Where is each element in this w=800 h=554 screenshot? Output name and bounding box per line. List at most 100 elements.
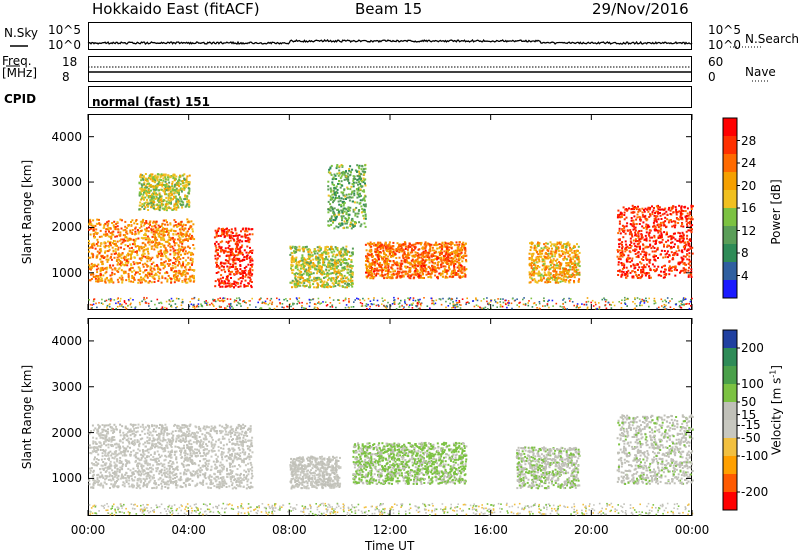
echo-cell [624,208,627,211]
echo-cell [434,255,437,258]
echo-cell [240,235,243,238]
echo-cell [366,265,368,268]
echo-cell [648,277,651,279]
echo-cell [370,245,373,248]
echo-cell [294,247,297,250]
echo-cell [136,229,139,231]
echo-cell [103,241,106,244]
echo-cell [332,285,335,288]
echo-cell [398,270,401,273]
echo-cell [99,223,101,226]
echo-cell [561,271,564,274]
echo-cell [94,276,97,278]
echo-cell [680,205,683,208]
echo-cell [633,211,636,214]
echo-cell [232,235,235,237]
echo-cell [174,189,177,192]
freq-panel [88,56,692,82]
echo-cell [366,260,369,263]
echo-cell [101,266,104,269]
echo-cell [186,175,189,178]
echo-cell [160,188,163,191]
echo-cell [114,248,117,250]
echo-cell [111,268,114,271]
echo-cell [169,186,172,189]
echo-cell [309,259,312,262]
echo-cell [189,275,192,278]
echo-cell [122,270,125,273]
echo-cell [530,256,533,259]
echo-cell [647,210,650,213]
echo-cell [131,266,134,269]
echo-cell [621,273,624,276]
echo-cell [652,221,655,224]
echo-cell [457,270,460,273]
echo-cell [663,264,666,267]
echo-cell [188,279,191,282]
echo-cell [645,231,648,234]
echo-cell [403,253,406,256]
echo-cell [642,215,645,218]
echo-cell [313,286,315,289]
echo-cell [227,260,230,263]
echo-cell [627,269,630,272]
echo-cell [119,234,122,237]
echo-cell [660,218,663,220]
echo-cell [216,252,219,255]
echo-cell [140,259,143,262]
echo-cell [623,214,626,216]
echo-cell [334,262,337,265]
echo-cell [565,248,568,251]
echo-cell [317,278,320,281]
echo-cell [578,271,581,274]
echo-cell [572,273,575,276]
echo-cell [148,195,150,198]
echo-cell [127,260,130,263]
echo-cell [162,263,165,266]
echo-cell [98,218,100,221]
echo-cell [95,243,98,245]
echo-cell [420,253,422,256]
echo-cell [573,276,576,279]
echo-cell [540,255,543,258]
echo-cell [619,211,622,214]
echo-cell [427,254,430,257]
echo-cell [648,239,651,242]
echo-cell [544,245,547,248]
echo-cell [657,204,659,207]
echo-cell [539,253,542,255]
echo-cell [124,225,127,228]
echo-cell [243,259,246,261]
echo-cell [178,245,181,248]
echo-cell [245,265,248,268]
echo-cell [302,272,305,275]
echo-cell [641,275,643,278]
echo-cell [302,258,305,261]
echo-cell [668,269,671,272]
echo-cell [317,266,320,269]
echo-cell [376,255,379,258]
echo-cell [118,267,121,270]
echo-cell [145,191,147,194]
echo-cell [642,268,645,271]
echo-cell [423,243,426,246]
echo-cell [182,181,185,184]
echo-cell [398,244,401,246]
echo-cell [405,254,408,257]
echo-cell [291,286,293,289]
echo-cell [555,270,558,273]
echo-cell [666,250,669,253]
echo-cell [318,245,321,248]
echo-cell [97,277,100,280]
echo-cell [96,250,99,253]
echo-cell [640,262,643,265]
echo-cell [436,266,439,269]
echo-cell [243,285,246,288]
echo-cell [150,203,153,206]
echo-cell [92,254,95,257]
echo-cell [157,173,160,176]
echo-cell [451,275,454,278]
echo-cell [148,182,151,185]
echo-cell [239,265,242,267]
echo-cell [143,278,146,281]
